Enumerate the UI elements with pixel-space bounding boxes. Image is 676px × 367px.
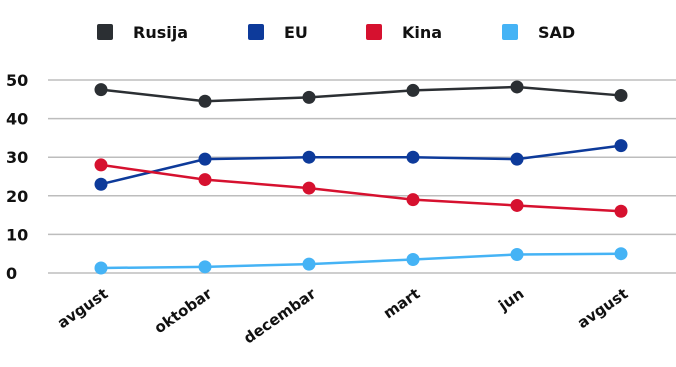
y-tick-label: 0 (6, 264, 17, 283)
x-tick-label: decembar (240, 284, 320, 347)
legend-label: SAD (538, 23, 575, 42)
data-point-eu (94, 177, 108, 191)
data-point-rusija (406, 83, 420, 97)
series-layer (94, 80, 628, 275)
x-tick-label: avgust (574, 285, 631, 333)
y-tick-label: 50 (6, 71, 28, 90)
data-point-rusija (302, 90, 316, 104)
data-point-sad (198, 260, 212, 274)
x-tick-label: jun (494, 285, 527, 316)
series-line-eu (100, 144, 622, 186)
data-point-sad (510, 247, 524, 261)
data-point-eu (406, 150, 420, 164)
data-point-kina (198, 173, 212, 187)
data-point-eu (198, 152, 212, 166)
data-point-eu (510, 152, 524, 166)
legend-swatch (97, 24, 113, 40)
data-point-kina (94, 158, 108, 172)
legend-label: Kina (402, 23, 442, 42)
data-point-sad (94, 261, 108, 275)
y-tick-label: 40 (6, 110, 28, 129)
grid (48, 79, 676, 274)
data-point-kina (302, 181, 316, 195)
data-point-rusija (94, 83, 108, 97)
series-line-kina (100, 163, 622, 213)
legend-label: Rusija (133, 23, 188, 42)
data-point-sad (406, 252, 420, 266)
y-tick-label: 30 (6, 148, 28, 167)
legend: Rusija EU Kina SAD (97, 23, 575, 42)
data-point-kina (510, 198, 524, 212)
x-tick-label: mart (380, 285, 423, 323)
data-point-rusija (614, 88, 628, 102)
legend-label: EU (284, 23, 308, 42)
data-point-eu (302, 150, 316, 164)
y-axis: 0 10 20 30 40 50 (6, 71, 28, 283)
legend-item-rusija: Rusija (97, 23, 188, 42)
data-point-sad (302, 257, 316, 271)
x-tick-label: avgust (54, 285, 111, 333)
legend-item-sad: SAD (502, 23, 575, 42)
series-line-rusija (100, 85, 622, 103)
legend-item-kina: Kina (366, 23, 442, 42)
data-point-kina (406, 193, 420, 207)
series-line-sad (100, 252, 622, 270)
legend-swatch (366, 24, 382, 40)
y-tick-label: 10 (6, 225, 28, 244)
data-point-rusija (198, 94, 212, 108)
legend-swatch (502, 24, 518, 40)
legend-swatch (248, 24, 264, 40)
x-tick-label: oktobar (151, 284, 216, 337)
legend-item-eu: EU (248, 23, 308, 42)
data-point-eu (614, 139, 628, 153)
data-point-kina (614, 204, 628, 218)
y-tick-label: 20 (6, 187, 28, 206)
data-point-rusija (510, 80, 524, 94)
data-point-sad (614, 247, 628, 261)
x-axis: avgust oktobar decembar mart jun avgust (54, 284, 631, 347)
